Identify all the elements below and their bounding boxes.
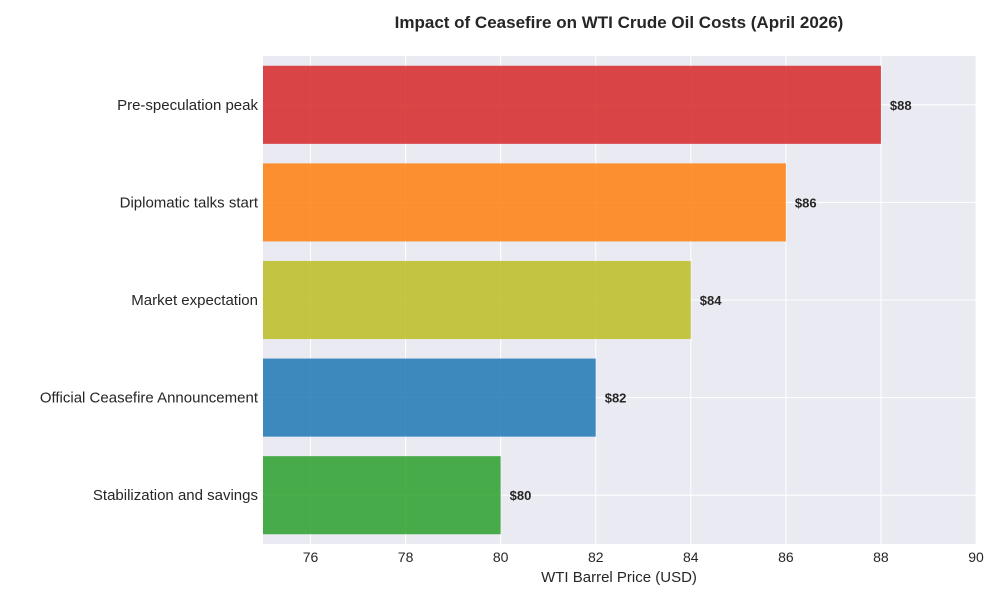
x-axis-label: WTI Barrel Price (USD): [541, 569, 697, 586]
x-tick-label: 90: [968, 549, 984, 565]
y-tick-label: Pre-speculation peak: [117, 97, 258, 114]
bars: [263, 65, 881, 535]
y-tick-label: Market expectation: [131, 292, 258, 309]
data-label: $88: [890, 98, 912, 113]
x-tick-label: 76: [303, 549, 319, 565]
chart-title: Impact of Ceasefire on WTI Crude Oil Cos…: [395, 13, 844, 32]
x-tick-label: 80: [493, 549, 509, 565]
x-tick-labels: 76 78 80 82 84 86 88 90: [303, 549, 984, 565]
y-tick-label: Official Ceasefire Announcement: [40, 390, 259, 407]
bar: [263, 260, 691, 340]
y-tick-label: Stabilization and savings: [93, 487, 258, 504]
bar: [263, 65, 881, 144]
y-tick-labels: Pre-speculation peak Diplomatic talks sta…: [40, 97, 259, 504]
data-label: $80: [510, 488, 532, 503]
x-tick-label: 82: [588, 549, 604, 565]
x-tick-label: 78: [398, 549, 414, 565]
x-tick-label: 88: [873, 549, 889, 565]
bar: [263, 358, 596, 437]
y-tick-label: Diplomatic talks start: [120, 194, 259, 211]
data-label: $82: [605, 391, 627, 406]
x-tick-label: 86: [778, 549, 794, 565]
data-labels: $88 $86 $84 $82 $80: [510, 98, 912, 503]
bar: [263, 163, 786, 242]
x-tick-label: 84: [683, 549, 699, 565]
bar: [263, 456, 501, 535]
data-label: $84: [700, 293, 722, 308]
data-label: $86: [795, 195, 817, 210]
